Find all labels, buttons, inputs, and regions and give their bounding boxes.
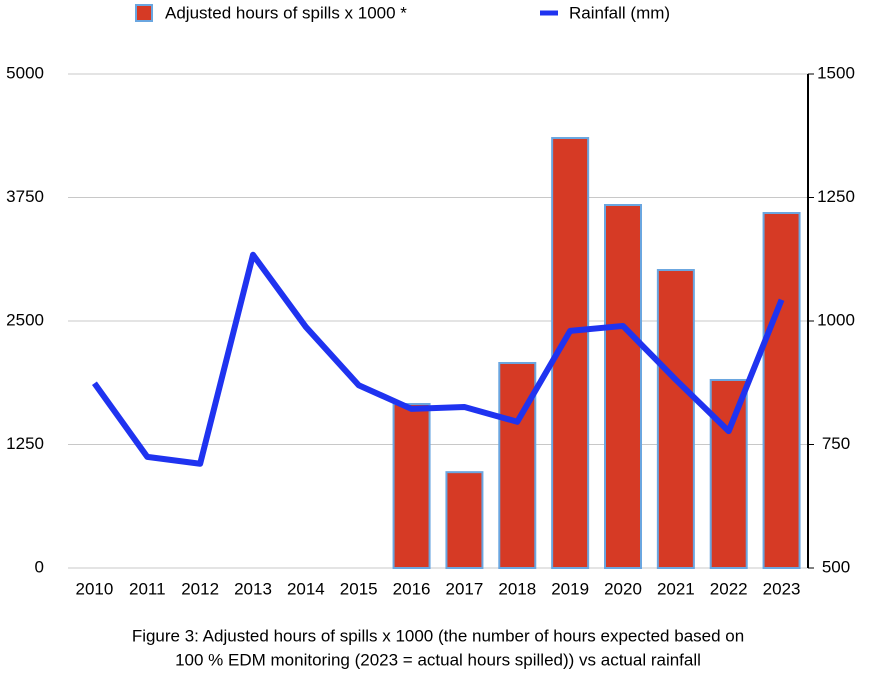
x-tick-label: 2016 <box>393 579 431 598</box>
bar <box>392 402 431 569</box>
x-tick-label: 2010 <box>76 579 114 598</box>
legend-label: Adjusted hours of spills x 1000 * <box>165 3 407 22</box>
y2-tick-label: 500 <box>822 557 850 576</box>
bar <box>762 212 801 569</box>
x-tick-label: 2022 <box>710 579 748 598</box>
x-tick-label: 2012 <box>181 579 219 598</box>
y2-tick-label: 1000 <box>817 310 855 329</box>
caption: Figure 3: Adjusted hours of spills x 100… <box>132 626 744 645</box>
y2-tick-label: 750 <box>822 434 850 453</box>
caption: 100 % EDM monitoring (2023 = actual hour… <box>175 650 701 669</box>
y-tick-label: 0 <box>35 557 44 576</box>
x-tick-label: 2017 <box>446 579 484 598</box>
y-tick-label: 5000 <box>6 63 44 82</box>
x-tick-label: 2021 <box>657 579 695 598</box>
bar <box>656 269 695 569</box>
x-tick-label: 2011 <box>129 579 166 598</box>
x-tick-label: 2018 <box>498 579 536 598</box>
y-tick-label: 1250 <box>6 434 44 453</box>
legend-swatch <box>135 4 153 22</box>
y-tick-label: 3750 <box>6 187 44 206</box>
x-tick-label: 2014 <box>287 579 325 598</box>
bar <box>709 378 748 570</box>
x-tick-label: 2023 <box>763 579 801 598</box>
rainfall-line <box>91 251 785 467</box>
x-tick-label: 2013 <box>234 579 272 598</box>
y2-tick-label: 1500 <box>817 63 855 82</box>
legend-label: Rainfall (mm) <box>569 3 670 22</box>
bar <box>604 204 642 570</box>
bar <box>445 471 484 569</box>
y2-tick-label: 1250 <box>817 187 855 206</box>
y-tick-label: 2500 <box>6 310 44 329</box>
x-tick-label: 2015 <box>340 579 378 598</box>
x-tick-label: 2019 <box>551 579 589 598</box>
bar <box>498 361 537 569</box>
x-tick-label: 2020 <box>604 579 642 598</box>
